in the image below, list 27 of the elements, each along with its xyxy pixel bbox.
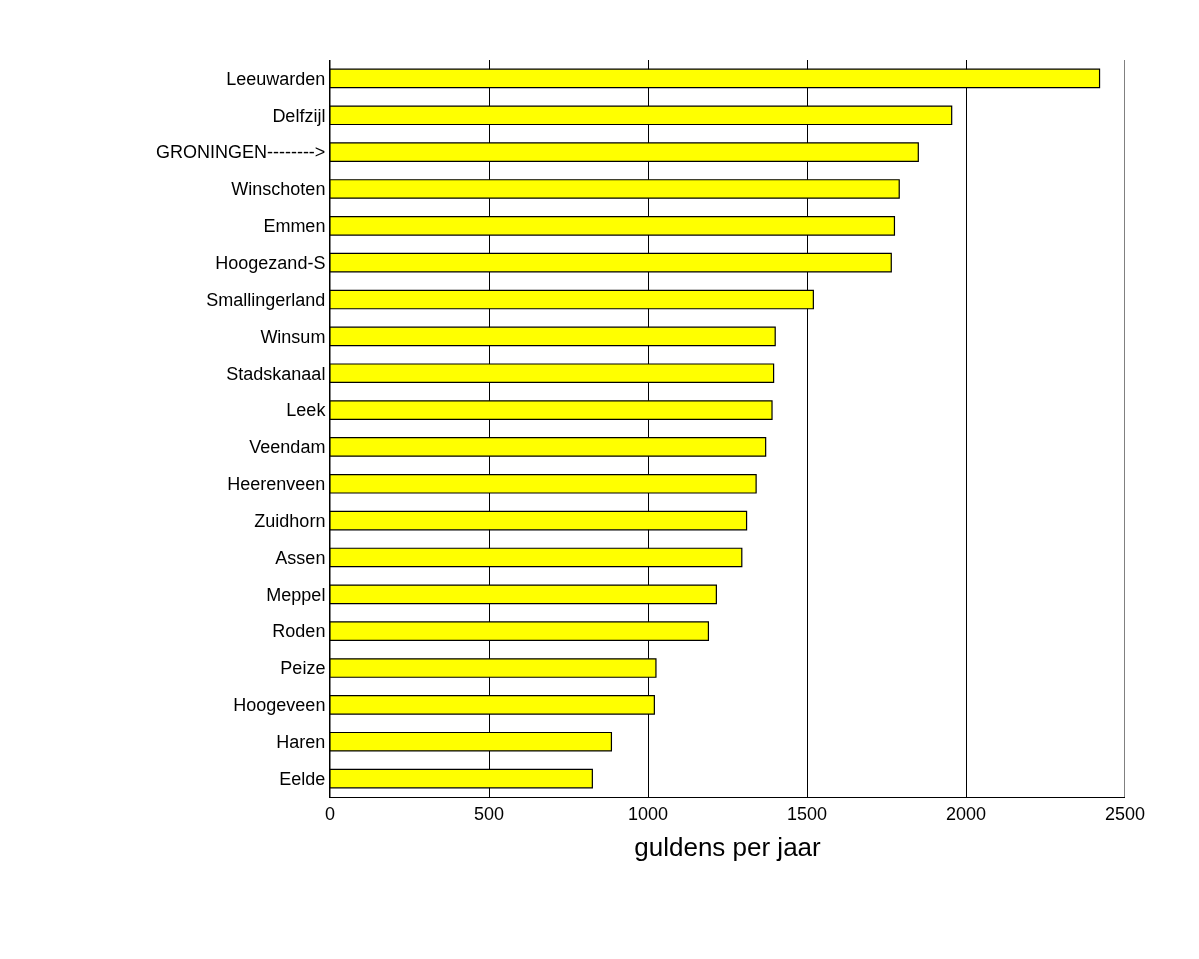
y-tick-label: Delfzijl: [272, 105, 326, 126]
y-tick-label: Peize: [280, 658, 326, 679]
x-tick-label: 0: [324, 803, 336, 824]
x-tick-label: 2000: [945, 803, 987, 824]
y-tick-label: Hoogezand-S: [215, 252, 326, 273]
y-tick-label: Smallingerland: [206, 289, 326, 310]
y-tick-label: Leek: [286, 400, 327, 421]
y-tick-label: Veendam: [249, 437, 326, 458]
y-tick-label: Heerenveen: [227, 474, 326, 495]
y-tick-label: Roden: [272, 621, 326, 642]
y-tick-label: Meppel: [266, 584, 326, 605]
y-tick-label: Winsum: [260, 326, 326, 347]
x-tick-label: 500: [473, 803, 505, 824]
x-axis-title: guldens per jaar: [634, 832, 822, 863]
x-tick-label: 1000: [627, 803, 669, 824]
y-tick-label: Assen: [275, 547, 326, 568]
y-tick-label: Hoogeveen: [233, 695, 326, 716]
y-tick-label: GRONINGEN-------->: [155, 142, 326, 163]
x-tick-label: 2500: [1104, 803, 1146, 824]
x-tick-label: 1500: [786, 803, 828, 824]
y-tick-label: Zuidhorn: [254, 510, 326, 531]
y-tick-label: Winschoten: [231, 179, 326, 200]
y-tick-label: Eelde: [279, 768, 326, 789]
y-tick-label: Emmen: [263, 216, 326, 237]
y-tick-label: Leeuwarden: [226, 68, 326, 89]
y-tick-label: Stadskanaal: [226, 363, 326, 384]
y-tick-label: Haren: [276, 732, 326, 753]
